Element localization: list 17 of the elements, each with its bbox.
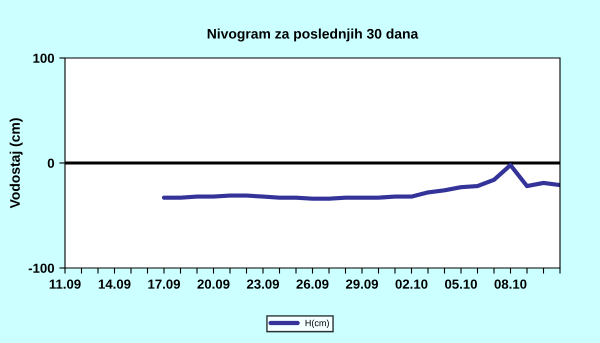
legend-label: H(cm)	[306, 320, 329, 328]
x-tick-label: 26.09	[296, 279, 329, 289]
y-tick-label: -100	[28, 264, 54, 273]
y-tick-label: 100	[33, 54, 54, 63]
chart-title: Nivogram za poslednjih 30 dana	[208, 28, 418, 42]
x-tick-label: 14.09	[98, 279, 131, 289]
x-tick-label: 29.09	[346, 279, 378, 289]
x-tick-label: 05.10	[445, 279, 477, 289]
y-axis-title: Vodostaj (cm)	[10, 118, 23, 208]
x-tick-label: 23.09	[246, 279, 280, 289]
x-tick-label: 02.10	[396, 279, 428, 289]
x-tick-label: 20.09	[197, 279, 230, 289]
x-tick-label: 11.09	[50, 279, 81, 289]
y-tick-label: 0	[48, 158, 54, 168]
x-tick-label: 08.10	[494, 279, 526, 289]
line-series	[162, 163, 560, 201]
x-tick-label: 17.09	[148, 279, 180, 289]
